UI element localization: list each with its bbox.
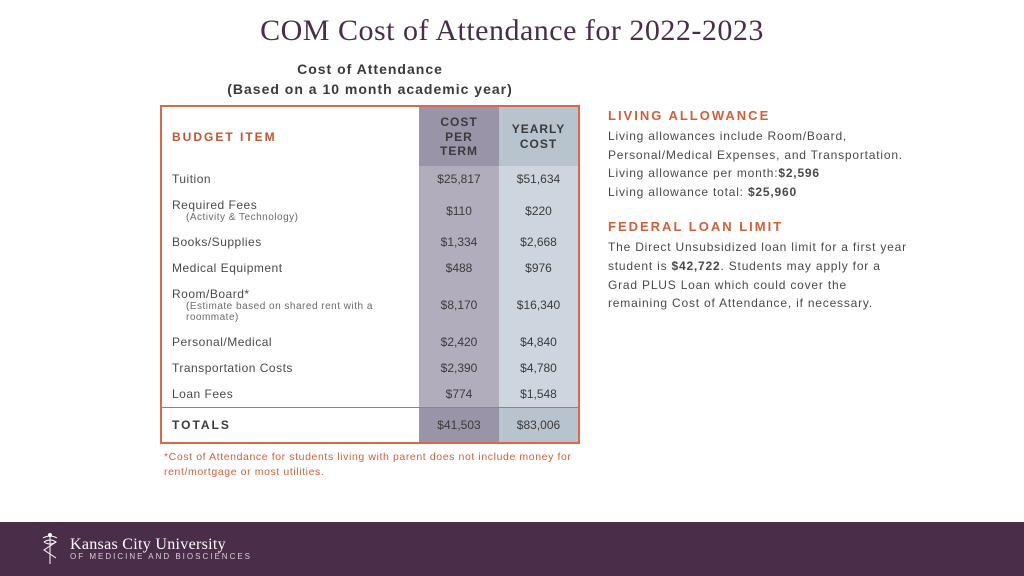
yearly-cost-cell: $51,634 <box>499 166 579 192</box>
yearly-cost-cell: $2,668 <box>499 229 579 255</box>
table-row: Required Fees(Activity & Technology)$110… <box>161 192 579 229</box>
federal-loan-heading: FEDERAL LOAN LIMIT <box>608 219 908 234</box>
living-allowance-body: Living allowances include Room/Board, Pe… <box>608 127 908 201</box>
table-header-row: BUDGET ITEM COST PERTERM YEARLYCOST <box>161 106 579 166</box>
yearly-cost-cell: $220 <box>499 192 579 229</box>
slide: COM Cost of Attendance for 2022-2023 Cos… <box>0 0 1024 576</box>
col-cost-per-term: COST PERTERM <box>419 106 499 166</box>
budget-item-cell: Room/Board*(Estimate based on shared ren… <box>161 281 419 329</box>
cost-per-term-cell: $774 <box>419 381 499 408</box>
col-yearly-cost: YEARLYCOST <box>499 106 579 166</box>
budget-item-cell: Required Fees(Activity & Technology) <box>161 192 419 229</box>
cost-per-term-cell: $2,420 <box>419 329 499 355</box>
totals-cost-per-term: $41,503 <box>419 408 499 444</box>
table-row: Room/Board*(Estimate based on shared ren… <box>161 281 579 329</box>
totals-label: TOTALS <box>161 408 419 444</box>
content-area: Cost of Attendance (Based on a 10 month … <box>0 48 1024 480</box>
table-heading-l2: (Based on a 10 month academic year) <box>227 81 513 97</box>
cost-per-term-cell: $8,170 <box>419 281 499 329</box>
budget-item-cell: Personal/Medical <box>161 329 419 355</box>
yearly-cost-cell: $1,548 <box>499 381 579 408</box>
budget-item-cell: Tuition <box>161 166 419 192</box>
living-allowance-heading: LIVING ALLOWANCE <box>608 108 908 123</box>
university-subtitle: OF MEDICINE AND BIOSCIENCES <box>70 553 252 562</box>
budget-item-cell: Loan Fees <box>161 381 419 408</box>
budget-item-subtext: (Activity & Technology) <box>172 212 413 223</box>
yearly-cost-cell: $4,780 <box>499 355 579 381</box>
cost-per-term-cell: $1,334 <box>419 229 499 255</box>
table-heading-l1: Cost of Attendance <box>297 61 443 77</box>
budget-item-cell: Medical Equipment <box>161 255 419 281</box>
budget-item-cell: Books/Supplies <box>161 229 419 255</box>
university-name: Kansas City University <box>70 536 252 554</box>
federal-loan-body: The Direct Unsubsidized loan limit for a… <box>608 238 908 312</box>
table-row: Medical Equipment$488$976 <box>161 255 579 281</box>
table-body: Tuition$25,817$51,634Required Fees(Activ… <box>161 166 579 408</box>
totals-row: TOTALS $41,503 $83,006 <box>161 408 579 444</box>
caduceus-icon <box>40 532 60 566</box>
table-heading: Cost of Attendance (Based on a 10 month … <box>160 60 580 99</box>
cost-table: BUDGET ITEM COST PERTERM YEARLYCOST Tuit… <box>160 105 580 444</box>
table-row: Transportation Costs$2,390$4,780 <box>161 355 579 381</box>
cost-per-term-cell: $110 <box>419 192 499 229</box>
table-row: Personal/Medical$2,420$4,840 <box>161 329 579 355</box>
table-panel: Cost of Attendance (Based on a 10 month … <box>160 60 580 480</box>
budget-item-cell: Transportation Costs <box>161 355 419 381</box>
table-footnote: *Cost of Attendance for students living … <box>160 450 580 479</box>
footer-bar: Kansas City University OF MEDICINE AND B… <box>0 522 1024 576</box>
budget-item-subtext: (Estimate based on shared rent with a ro… <box>172 301 413 323</box>
totals-yearly-cost: $83,006 <box>499 408 579 444</box>
cost-per-term-cell: $25,817 <box>419 166 499 192</box>
table-row: Tuition$25,817$51,634 <box>161 166 579 192</box>
col-budget-item: BUDGET ITEM <box>161 106 419 166</box>
table-row: Loan Fees$774$1,548 <box>161 381 579 408</box>
yearly-cost-cell: $4,840 <box>499 329 579 355</box>
footer-logo-text: Kansas City University OF MEDICINE AND B… <box>70 536 252 562</box>
yearly-cost-cell: $16,340 <box>499 281 579 329</box>
yearly-cost-cell: $976 <box>499 255 579 281</box>
sidebar-panel: LIVING ALLOWANCE Living allowances inclu… <box>608 60 908 480</box>
cost-per-term-cell: $488 <box>419 255 499 281</box>
page-title: COM Cost of Attendance for 2022-2023 <box>0 0 1024 48</box>
cost-per-term-cell: $2,390 <box>419 355 499 381</box>
table-row: Books/Supplies$1,334$2,668 <box>161 229 579 255</box>
